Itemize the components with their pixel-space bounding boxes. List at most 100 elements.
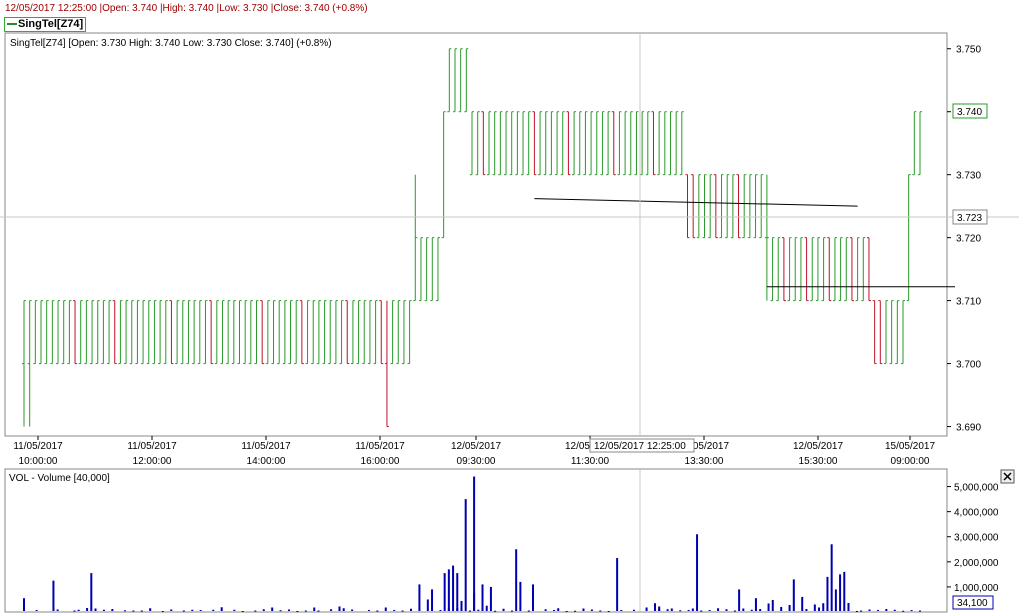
ohlc-bar xyxy=(736,174,741,239)
volume-bar xyxy=(296,610,299,612)
ohlc-bar xyxy=(44,300,49,365)
volume-bar xyxy=(847,602,850,611)
volume-bar xyxy=(574,610,577,612)
ohlc-bar xyxy=(158,300,163,365)
volume-bar xyxy=(805,608,808,611)
ohlc-bar xyxy=(129,300,134,365)
ohlc-bar xyxy=(696,174,701,239)
ohlc-bar xyxy=(396,300,401,365)
volume-bar xyxy=(679,610,682,612)
ohlc-bar xyxy=(407,300,412,365)
time-x-date-label: 12/05/2017 xyxy=(679,441,729,452)
ohlc-bar xyxy=(271,300,276,365)
volume-bar xyxy=(460,600,463,611)
ohlc-bar xyxy=(163,300,168,365)
volume-bar xyxy=(73,610,76,612)
volume-bar xyxy=(658,606,661,611)
ohlc-bar xyxy=(192,300,197,365)
volume-bar xyxy=(489,586,492,611)
ohlc-bar xyxy=(299,300,304,365)
volume-bar xyxy=(418,584,421,611)
ohlc-bar xyxy=(866,237,871,302)
volume-bar xyxy=(452,565,455,611)
time-x-time-label: 13:30:00 xyxy=(685,456,724,467)
volume-bar xyxy=(822,603,825,611)
volume-bar xyxy=(565,610,568,612)
ohlc-bar xyxy=(623,111,628,176)
time-x-date-label: 15/05/2017 xyxy=(885,441,935,452)
ohlc-bar xyxy=(583,111,588,176)
series-legend-box[interactable]: SingTel[Z74] xyxy=(4,17,87,32)
ohlc-bar xyxy=(668,111,673,176)
ohlc-bar xyxy=(606,111,611,176)
volume-bar xyxy=(23,598,25,611)
volume-bar xyxy=(843,571,846,611)
ohlc-bar xyxy=(487,111,492,176)
ohlc-bar xyxy=(611,111,616,176)
ohlc-bar xyxy=(572,111,577,176)
ohlc-bar xyxy=(22,300,26,427)
volume-bar xyxy=(191,609,194,611)
ohlc-bar xyxy=(526,111,531,176)
volume-bar xyxy=(759,608,762,611)
volume-bar xyxy=(599,610,602,612)
volume-y-tick-label: 4,000,000 xyxy=(954,508,999,519)
ohlc-bar xyxy=(112,300,117,365)
volume-bar xyxy=(254,610,257,612)
trend-line[interactable] xyxy=(534,198,858,207)
ohlc-bar xyxy=(872,300,877,365)
volume-bar xyxy=(384,607,387,611)
ohlc-bar xyxy=(674,111,679,176)
legend-line-icon xyxy=(7,23,17,26)
time-x-time-label: 16:00:00 xyxy=(361,456,400,467)
volume-close-button[interactable] xyxy=(1000,469,1015,484)
ohlc-bar xyxy=(345,300,350,365)
volume-bar xyxy=(199,609,202,611)
ohlc-bar xyxy=(810,237,815,302)
ohlc-bar xyxy=(277,300,282,365)
series-legend[interactable]: SingTel[Z74] xyxy=(0,17,87,33)
volume-bar xyxy=(111,608,114,611)
ohlc-bar xyxy=(203,300,208,365)
ohlc-bar xyxy=(322,300,327,365)
ohlc-bar xyxy=(452,48,457,113)
ohlc-bar xyxy=(50,300,55,365)
volume-bar xyxy=(510,610,513,612)
ohlc-bar xyxy=(390,300,395,365)
ohlc-bar xyxy=(538,111,543,176)
ohlc-bar xyxy=(906,174,911,302)
volume-bar xyxy=(212,609,215,611)
trend-lines[interactable] xyxy=(534,198,955,288)
ohlc-bar xyxy=(152,300,157,365)
volume-last-label: 34,100 xyxy=(957,598,988,609)
close-icon[interactable] xyxy=(1003,472,1012,481)
ohlc-bar xyxy=(821,237,826,302)
volume-bar xyxy=(754,598,757,611)
ohlc-bar xyxy=(589,111,594,176)
ohlc-bar xyxy=(492,111,497,176)
ohlc-bar xyxy=(95,300,100,365)
price-panel-frame xyxy=(4,32,948,437)
ohlc-bar xyxy=(384,300,389,428)
ohlc-bar xyxy=(73,300,78,365)
ohlc-bar xyxy=(662,111,667,176)
ohlc-bar xyxy=(702,174,707,239)
ohlc-bar xyxy=(594,111,599,176)
volume-bar xyxy=(317,610,320,612)
time-x-axis: 11/05/2017 10:00:00 11/05/2017 12:00:00 11/0… xyxy=(13,436,935,467)
ohlc-bar xyxy=(827,237,832,302)
volume-bar xyxy=(910,609,913,611)
ohlc-bar xyxy=(169,300,174,365)
volume-bar xyxy=(376,610,379,612)
ohlc-bar xyxy=(713,174,718,239)
volume-bar xyxy=(632,609,635,611)
ohlc-bar xyxy=(418,237,423,302)
volume-bar xyxy=(855,610,858,612)
volume-bar xyxy=(544,609,547,611)
ohlc-bar xyxy=(214,300,219,365)
volume-bar xyxy=(515,549,518,611)
time-x-time-label: 09:30:00 xyxy=(457,456,496,467)
volume-bar xyxy=(830,544,833,611)
ohlc-bar xyxy=(373,300,378,365)
